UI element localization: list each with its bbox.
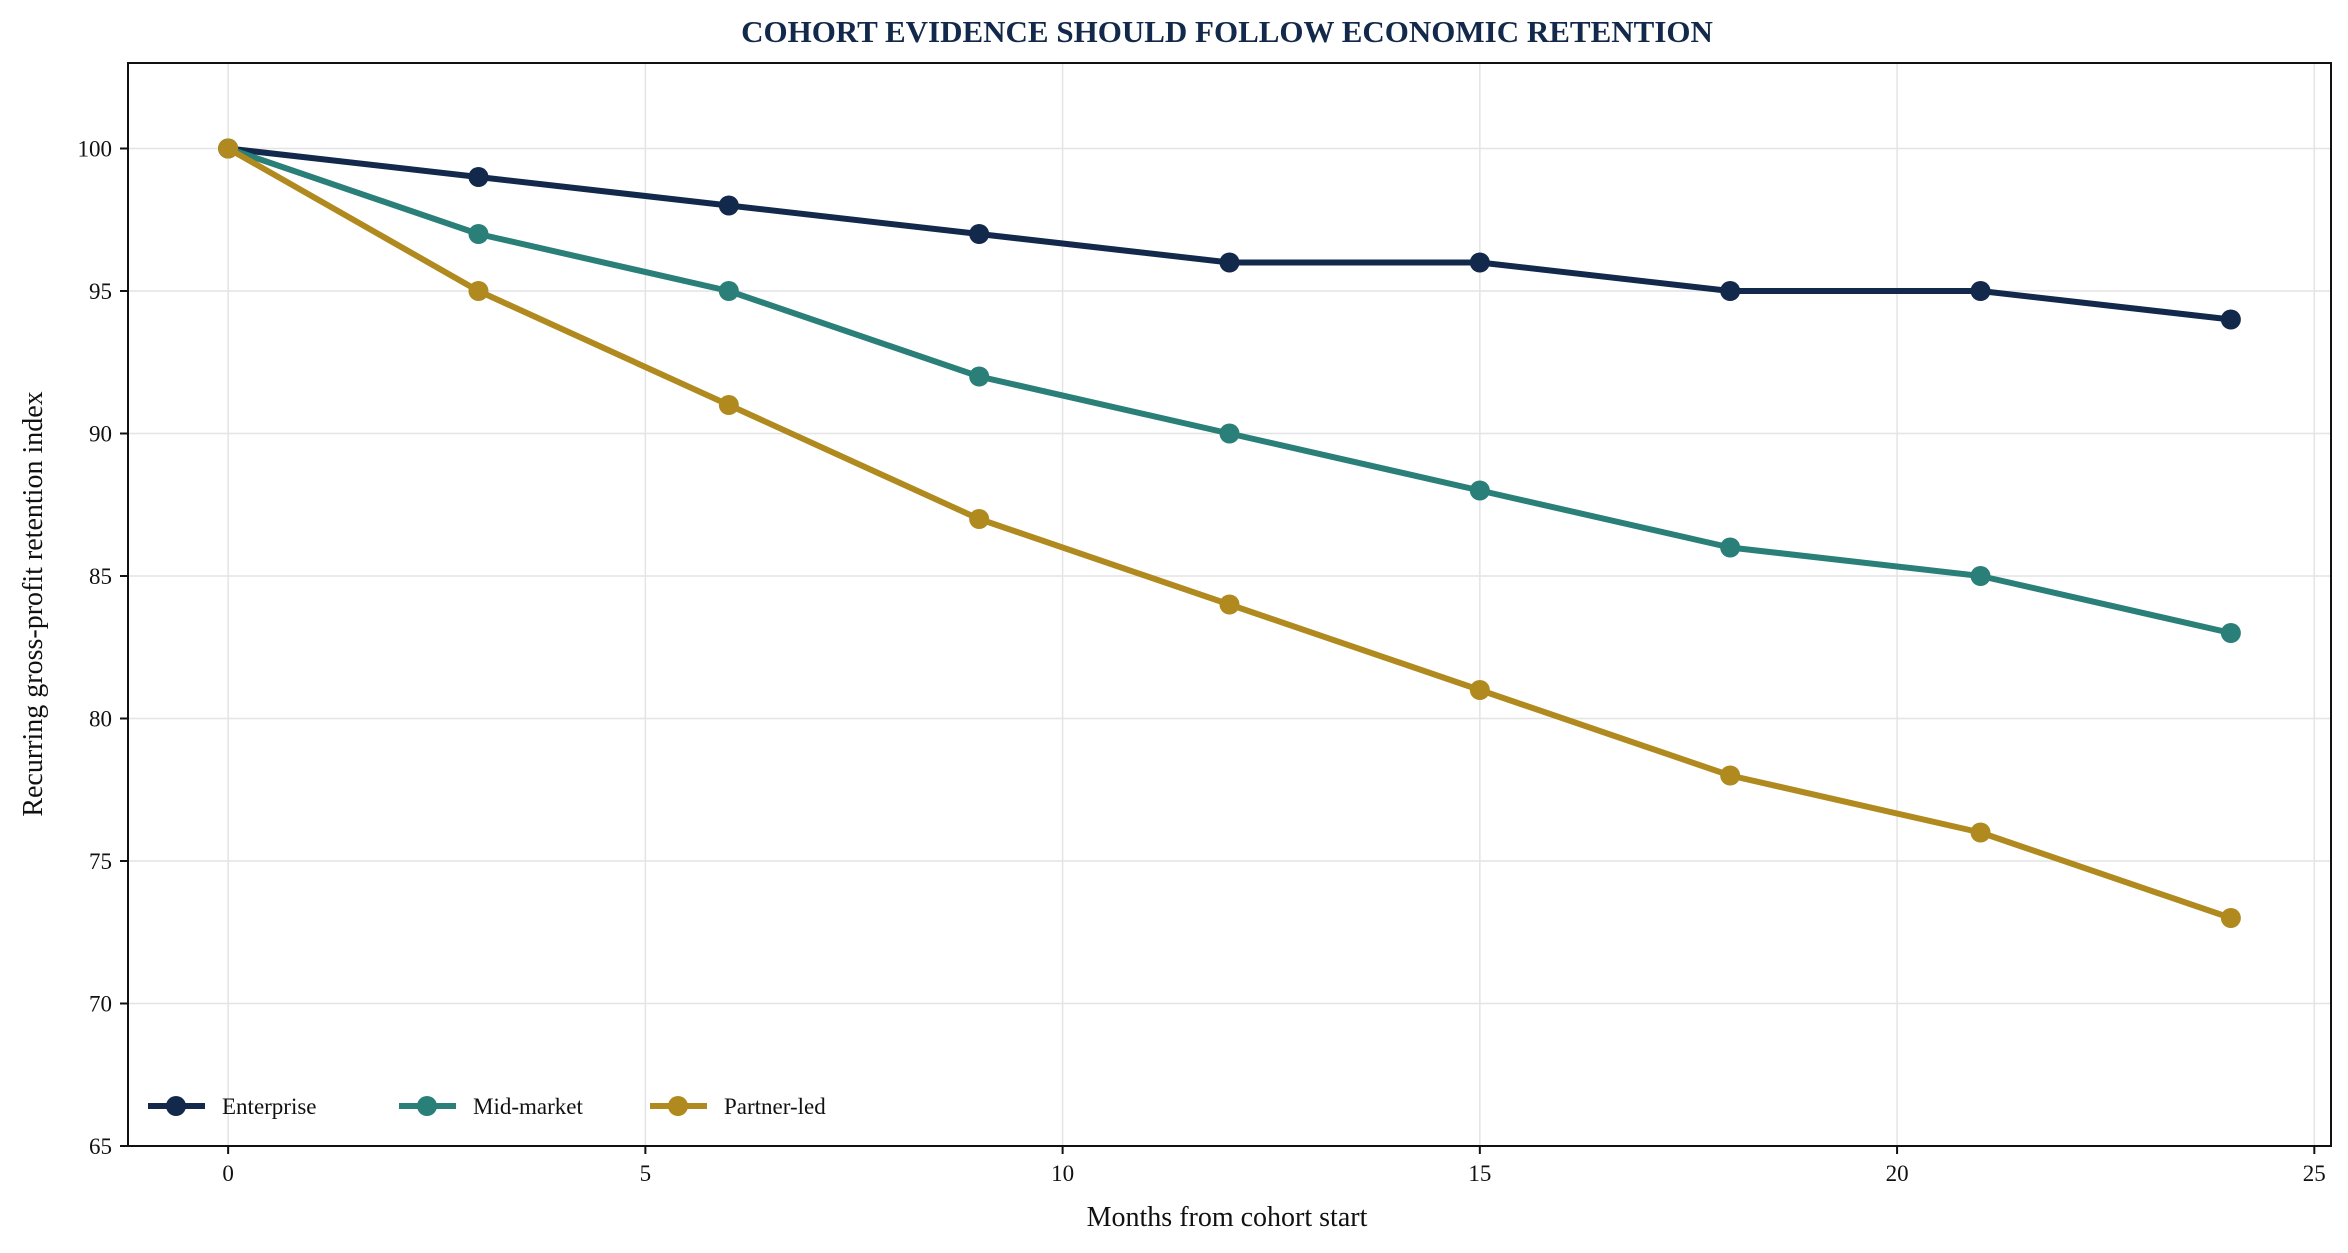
legend-item-partner-led: Partner-led <box>650 1094 826 1119</box>
data-point-enterprise <box>718 195 739 216</box>
y-tick-label: 65 <box>89 1134 112 1159</box>
y-tick-label: 90 <box>89 422 112 447</box>
legend-marker-enterprise <box>166 1096 186 1116</box>
series-lines <box>218 138 2241 928</box>
y-axis-ticks: 65 70 75 80 85 90 95 100 <box>78 137 128 1159</box>
legend-marker-mid-market <box>417 1096 437 1116</box>
legend-label-enterprise: Enterprise <box>222 1094 317 1119</box>
legend-label-mid-market: Mid-market <box>473 1094 583 1119</box>
series-line-enterprise <box>225 145 2234 323</box>
y-tick-label: 95 <box>89 279 112 304</box>
data-point-enterprise <box>1720 281 1741 301</box>
data-point-partner-led <box>1970 822 1991 843</box>
data-point-enterprise <box>1219 252 1240 273</box>
data-point-partner-led <box>1469 680 1490 700</box>
x-tick-label: 20 <box>1886 1161 1909 1186</box>
data-point-partner-led <box>718 395 739 415</box>
data-point-mid-market <box>2220 623 2241 643</box>
data-point-enterprise <box>1970 281 1991 301</box>
chart-title: COHORT EVIDENCE SHOULD FOLLOW ECONOMIC R… <box>741 14 1713 49</box>
legend-label-partner-led: Partner-led <box>724 1094 826 1119</box>
y-tick-label: 70 <box>89 992 112 1017</box>
y-tick-label: 80 <box>89 707 112 732</box>
x-axis-ticks: 0 5 10 15 20 25 <box>222 1146 2326 1186</box>
data-point-mid-market <box>1219 423 1240 444</box>
x-tick-label: 0 <box>222 1161 234 1186</box>
data-point-mid-market <box>1970 566 1991 586</box>
data-point-enterprise <box>969 224 990 244</box>
x-tick-label: 10 <box>1051 1161 1074 1186</box>
data-point-enterprise <box>468 167 489 187</box>
y-axis-label: Recurring gross-profit retention index <box>18 391 49 816</box>
data-point-enterprise <box>2220 309 2241 330</box>
y-tick-label: 85 <box>89 564 112 589</box>
legend: Enterprise Mid-market Partner-led <box>148 1094 826 1119</box>
data-point-mid-market <box>468 224 489 244</box>
data-point-partner-led <box>468 281 489 301</box>
data-point-enterprise <box>1469 252 1490 273</box>
data-point-mid-market <box>969 366 990 387</box>
data-point-mid-market <box>1469 480 1490 501</box>
data-point-partner-led <box>2220 908 2241 928</box>
x-tick-label: 25 <box>2303 1161 2326 1186</box>
x-axis-label: Months from cohort start <box>1087 1202 1368 1233</box>
x-tick-label: 15 <box>1468 1161 1491 1186</box>
legend-item-enterprise: Enterprise <box>148 1094 317 1119</box>
legend-item-mid-market: Mid-market <box>399 1094 583 1119</box>
data-point-partner-led <box>1219 594 1240 615</box>
series-mid-market <box>218 138 2241 643</box>
data-point-mid-market <box>1720 537 1741 558</box>
series-enterprise <box>218 138 2241 330</box>
data-point-mid-market <box>718 281 739 301</box>
plot-frame <box>127 62 2332 1147</box>
data-point-partner-led <box>969 509 990 529</box>
series-partner-led <box>218 138 2241 928</box>
y-tick-label: 100 <box>78 137 113 162</box>
x-tick-label: 5 <box>640 1161 652 1186</box>
data-point-partner-led <box>1720 765 1741 786</box>
legend-marker-partner-led <box>668 1096 688 1116</box>
series-line-mid-market <box>225 145 2234 636</box>
data-point-partner-led <box>218 138 239 159</box>
y-tick-label: 75 <box>89 849 112 874</box>
